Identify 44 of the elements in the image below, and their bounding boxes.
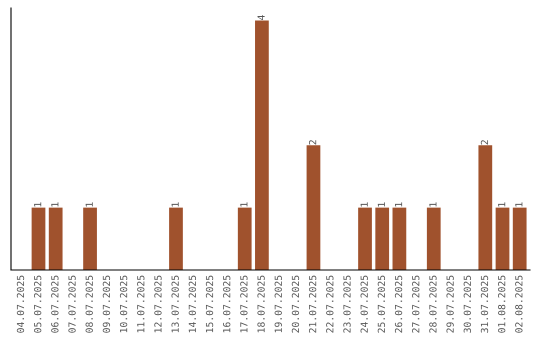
x-tick-label: 15.07.2025 <box>206 276 214 332</box>
x-tick-label: 22.07.2025 <box>326 276 334 333</box>
data-label: 2 <box>480 140 488 145</box>
x-tick-label: 02.08.2025 <box>515 276 523 333</box>
x-tick-label: 16.07.2025 <box>223 276 230 332</box>
x-tick-label: 08.07.2025 <box>86 276 93 333</box>
x-tick-label: 31.07.2025 <box>480 276 488 333</box>
data-label: 1 <box>515 202 522 206</box>
x-tick-label: 01.08.2025 <box>498 276 506 333</box>
x-tick-label: 23.07.2025 <box>343 276 351 333</box>
x-tick-label: 19.07.2025 <box>274 276 282 332</box>
x-tick-label: 12.07.2025 <box>154 276 162 332</box>
x-tick-label: 17.07.2025 <box>240 276 248 332</box>
data-label: 1 <box>172 202 179 206</box>
data-label: 1 <box>498 202 506 206</box>
x-tick-label: 14.07.2025 <box>188 276 196 332</box>
data-label: 1 <box>34 202 42 206</box>
x-tick-label: 07.07.2025 <box>68 276 76 333</box>
x-tick-label: 24.07.2025 <box>360 276 368 333</box>
x-tick-label: 13.07.2025 <box>171 276 179 332</box>
x-tick-label: 18.07.2025 <box>257 276 265 332</box>
x-tick-label: 10.07.2025 <box>120 276 128 332</box>
x-tick-label: 20.07.2025 <box>292 276 300 333</box>
x-tick-label: 11.07.2025 <box>137 276 144 332</box>
data-label: 2 <box>308 140 316 145</box>
data-label: 1 <box>378 202 385 206</box>
data-label: 1 <box>395 202 402 206</box>
data-label: 1 <box>240 202 248 206</box>
x-tick-label: 28.07.2025 <box>429 276 437 333</box>
data-label: 1 <box>51 202 58 206</box>
x-tick-label: 21.07.2025 <box>308 276 316 333</box>
x-tick-label: 30.07.2025 <box>464 276 471 333</box>
data-label: 1 <box>429 202 436 206</box>
data-label: 4 <box>258 15 265 20</box>
x-tick-label: 06.07.2025 <box>51 276 59 333</box>
x-tick-label: 26.07.2025 <box>394 276 402 333</box>
x-tick-label: 04.07.2025 <box>16 276 24 333</box>
x-tick-label: 05.07.2025 <box>34 276 42 333</box>
x-tick-label: 29.07.2025 <box>446 276 454 333</box>
data-label: 1 <box>86 202 93 206</box>
x-tick-label: 09.07.2025 <box>102 276 110 333</box>
x-tick-label: 27.07.2025 <box>412 276 420 333</box>
data-label: 1 <box>360 202 368 206</box>
x-tick-label: 25.07.2025 <box>378 276 386 333</box>
